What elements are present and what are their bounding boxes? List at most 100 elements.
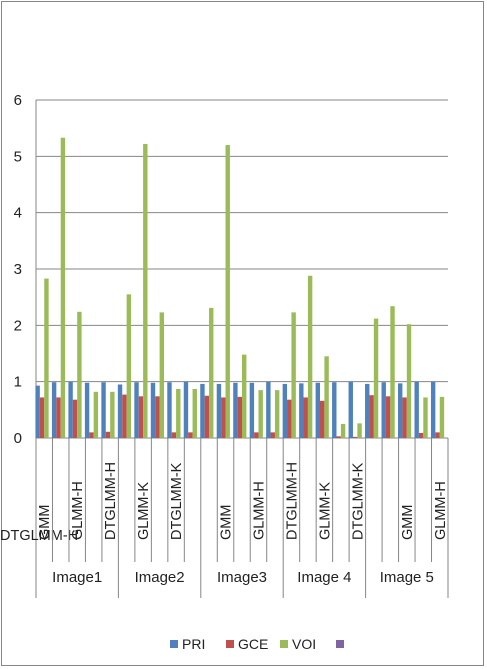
bar-voi	[307, 275, 313, 438]
bar-voi	[159, 312, 164, 438]
bar-pri	[332, 382, 337, 438]
bar-pri	[430, 381, 436, 438]
bar-pri	[398, 383, 403, 438]
legend-swatch	[336, 640, 344, 648]
bar-gce	[270, 432, 275, 438]
bar-pri	[266, 381, 271, 438]
legend-swatch	[226, 640, 234, 648]
bar-gce	[89, 432, 94, 438]
bar-pri	[299, 383, 304, 438]
group-label: Image3	[217, 569, 267, 586]
category-label: DTGLMM-K	[169, 462, 185, 540]
group-label: Image1	[52, 569, 102, 586]
bar-voi	[143, 143, 148, 438]
category-label: DTGLMM-K	[350, 462, 366, 540]
bar-voi	[406, 324, 412, 438]
category-label: GLMM-H	[433, 481, 449, 540]
category-label: DTGLMM-H	[0, 528, 78, 544]
bar-gce	[122, 394, 127, 438]
bar-voi	[258, 390, 263, 438]
category-label: DTGLMM-H	[284, 462, 300, 540]
bar-gce	[254, 432, 259, 438]
bar-pri	[51, 382, 57, 438]
bar-voi	[225, 145, 230, 439]
category-label: DTGLMM-H	[103, 462, 119, 540]
bar-gce	[303, 397, 308, 438]
group-label: Image2	[135, 569, 185, 586]
bar-voi	[357, 423, 362, 438]
bar-pri	[84, 382, 90, 438]
bar-gce	[204, 395, 210, 438]
bar-voi	[93, 391, 99, 438]
bar-pri	[134, 382, 139, 438]
bar-pri	[150, 382, 156, 438]
bar-pri	[315, 382, 320, 438]
legend-label: PRI	[182, 636, 205, 652]
legend-label: GCE	[238, 636, 268, 652]
bar-voi	[423, 397, 428, 438]
bar-voi	[390, 306, 395, 438]
bar-pri	[233, 382, 238, 438]
bar-gce	[435, 432, 440, 438]
bar-gce	[188, 432, 193, 438]
y-tick-label: 0	[14, 430, 22, 447]
bar-pri	[365, 383, 370, 438]
bar-voi	[274, 390, 280, 438]
bar-gce	[336, 436, 341, 438]
category-label: GLMM-H	[70, 481, 86, 540]
bar-gce	[237, 396, 242, 438]
bar-voi	[44, 278, 49, 438]
bar-gce	[352, 436, 358, 438]
bar-pri	[183, 381, 189, 438]
bar-gce	[385, 396, 391, 438]
bar-pri	[348, 381, 353, 438]
bar-pri	[101, 382, 106, 438]
category-label: GLMM-K	[136, 482, 152, 540]
y-tick-label: 4	[14, 205, 22, 222]
bar-voi	[373, 318, 379, 438]
bar-gce	[72, 399, 78, 438]
legend-swatch	[280, 640, 288, 648]
group-label: Image 5	[380, 569, 434, 586]
bar-voi	[291, 312, 296, 438]
category-label: GMM	[400, 505, 416, 540]
y-tick-label: 2	[14, 317, 22, 334]
bar-voi	[126, 294, 132, 438]
bar-gce	[369, 395, 374, 438]
bar-voi	[110, 391, 115, 438]
bar-pri	[200, 383, 205, 438]
bar-gce	[287, 399, 292, 438]
y-tick-label: 3	[14, 261, 22, 278]
bar-voi	[176, 388, 181, 438]
bar-pri	[249, 382, 255, 438]
bar-gce	[402, 397, 407, 438]
bar-pri	[117, 384, 123, 438]
y-tick-label: 5	[14, 148, 22, 165]
category-label: GMM	[37, 505, 53, 540]
bar-gce	[418, 432, 424, 438]
category-label: GLMM-H	[251, 481, 267, 540]
bar-voi	[324, 356, 329, 438]
bar-gce	[39, 397, 45, 438]
bar-gce	[138, 396, 144, 438]
bar-pri	[216, 383, 222, 438]
bar-pri	[35, 385, 40, 438]
bar-voi	[340, 423, 346, 438]
bar-voi	[77, 311, 82, 438]
category-label: GMM	[219, 505, 235, 540]
bar-pri	[381, 382, 386, 438]
y-tick-label: 1	[14, 374, 22, 391]
y-tick-label: 6	[14, 92, 22, 109]
bar-pri	[167, 382, 172, 438]
bar-pri	[282, 383, 288, 438]
group-label: Image 4	[297, 569, 351, 586]
category-label: GLMM-K	[317, 482, 333, 540]
legend-swatch	[170, 640, 178, 648]
bar-gce	[56, 397, 61, 438]
legend-label: VOI	[292, 636, 316, 652]
bar-gce	[221, 397, 226, 438]
bar-voi	[192, 388, 197, 438]
bar-voi	[209, 307, 214, 438]
bar-voi	[439, 396, 445, 438]
